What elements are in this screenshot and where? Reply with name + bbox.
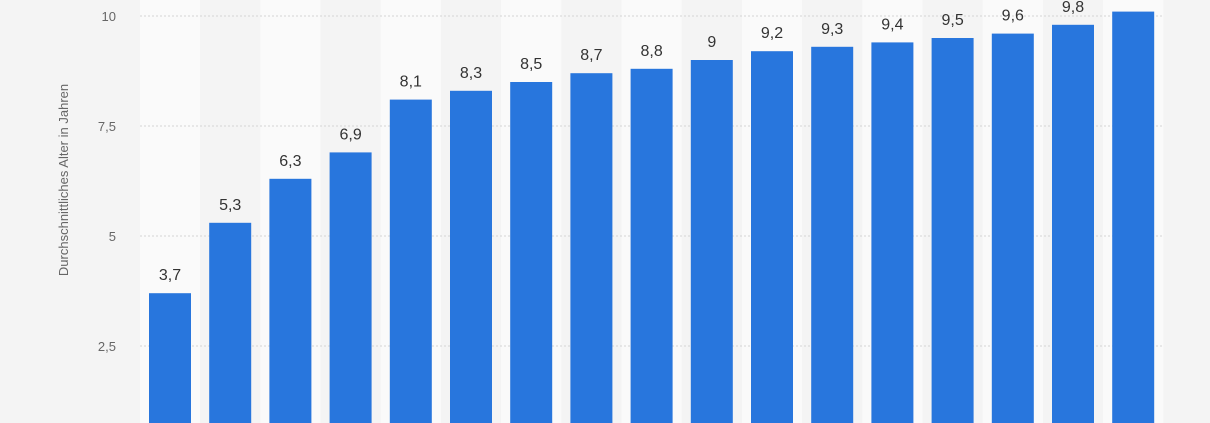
bar [690,60,733,423]
bar [751,51,793,423]
y-axis-ticks: 2,5 5 7,5 10 [98,9,116,354]
data-label: 8,7 [580,47,602,64]
bar [570,73,613,423]
bar [991,33,1034,423]
bar [630,68,673,423]
data-label: 6,9 [339,126,361,143]
data-label: 9,5 [941,12,963,29]
data-label: 9,2 [761,25,783,42]
bar [811,46,854,423]
y-tick-label: 7,5 [98,119,116,134]
bar [1052,24,1094,423]
y-tick-label: 2,5 [98,339,116,354]
data-labels: 3,7 5,3 6,3 6,9 8,1 8,3 8,5 8,7 8,8 9 9,2 9,3 9,4 9,5… [159,0,1084,284]
data-label: 9 [707,34,716,51]
data-label: 6,3 [279,153,301,170]
data-label: 8,1 [400,74,422,91]
bar [871,42,914,423]
data-label: 8,3 [460,65,482,82]
bar [1112,11,1155,423]
data-label: 9,6 [1002,8,1024,25]
bar [209,222,252,423]
bars [149,11,1155,423]
bar [450,90,492,423]
bar [389,99,432,423]
bar [269,178,312,423]
data-label: 9,4 [881,16,903,33]
data-label: 5,3 [219,197,241,214]
bar [329,152,372,423]
data-label: 9,3 [821,21,843,38]
y-tick-label: 5 [109,229,116,244]
bar [510,82,553,423]
data-label: 9,8 [1062,0,1084,16]
bar [931,38,974,423]
data-label: 8,5 [520,56,542,73]
data-label: 8,8 [640,43,662,60]
y-tick-label: 10 [102,9,116,24]
y-axis-title: Durchschnittliches Alter in Jahren [56,84,71,276]
data-label: 3,7 [159,267,181,284]
bar [149,293,191,423]
